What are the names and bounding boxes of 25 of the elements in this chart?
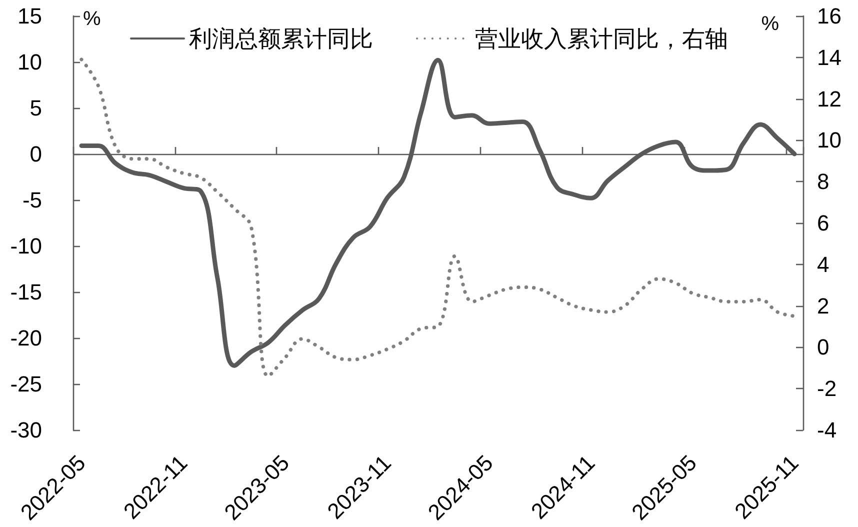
y2-tick-label: 4: [817, 252, 830, 277]
y-tick-label: -15: [10, 280, 42, 304]
legend-label: 利润总额累计同比: [189, 26, 373, 52]
y-tick-label: -20: [10, 326, 42, 350]
y-tick-label: 5: [30, 96, 42, 120]
y2-tick-label: 10: [817, 128, 842, 153]
y-tick-label: -5: [22, 188, 42, 212]
y2-tick-label: 16: [817, 4, 842, 28]
y-tick-label: 15: [18, 4, 42, 28]
y2-tick-label: 0: [817, 334, 830, 360]
legend-label: 营业收入累计同比，右轴: [475, 26, 728, 52]
y-tick-label: -10: [10, 234, 42, 258]
y2-axis-title: %: [761, 13, 780, 35]
y-tick-label: -25: [10, 372, 42, 396]
y-tick-label: 0: [30, 142, 42, 166]
y2-tick-label: 6: [817, 210, 830, 236]
y2-tick-label: 12: [817, 86, 842, 112]
y-tick-label: -30: [10, 418, 42, 442]
y2-tick-label: 14: [817, 44, 842, 70]
y-tick-label: 10: [18, 50, 42, 74]
y2-tick-label: -2: [817, 376, 837, 402]
y2-tick-label: -4: [817, 418, 837, 442]
y2-tick-label: 2: [817, 293, 830, 318]
y2-tick-label: 8: [817, 169, 830, 194]
y-axis-title: %: [83, 8, 101, 30]
